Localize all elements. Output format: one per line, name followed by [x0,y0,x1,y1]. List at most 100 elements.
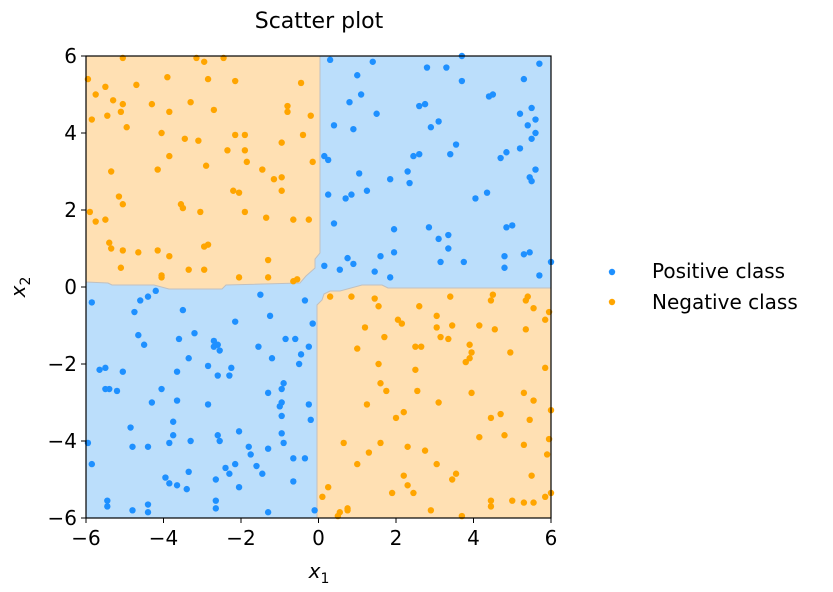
data-point [276,403,283,410]
data-point [224,147,231,154]
data-point [216,437,223,445]
data-point [383,387,390,395]
data-point [253,462,260,470]
y-tick-label: −6 [48,506,77,530]
x-axis: −6 −4 −2 0 2 4 6 [71,518,557,550]
data-point [212,505,220,512]
legend-label-negative: Negative class [652,290,798,314]
data-point [354,345,361,352]
negative-region-top-left [85,55,321,290]
data-point [336,266,344,273]
data-point [516,145,524,152]
data-point [445,245,452,252]
data-point [489,91,497,98]
data-point [297,351,305,358]
data-point [305,216,313,223]
data-point [187,99,194,106]
data-point [247,451,254,458]
data-point [231,77,239,85]
data-point [404,168,411,175]
data-point [375,303,382,310]
data-point [466,355,473,362]
data-point [354,460,361,468]
data-point [144,443,152,450]
data-point [119,201,127,208]
data-point [344,505,351,512]
data-point [214,432,221,439]
data-point [104,112,111,119]
data-point [113,387,121,395]
y-tick-label: 0 [64,275,77,299]
data-point [342,195,349,202]
data-point [200,266,208,273]
data-point [166,480,173,487]
data-point [264,509,272,516]
data-point [210,337,218,345]
data-point [326,293,334,300]
data-point [472,195,479,202]
x-tick-label: −6 [71,526,100,550]
data-point [169,418,177,425]
data-point [324,191,332,198]
data-point [235,274,243,281]
data-point [88,460,96,468]
data-point [202,162,210,169]
data-point [386,176,394,183]
data-point [181,135,189,142]
data-point [226,372,233,379]
data-point [264,274,272,281]
data-point [148,100,156,108]
data-point [355,170,363,177]
data-point [230,187,237,194]
data-point [361,324,369,331]
data-point [241,131,249,139]
data-point [369,58,376,65]
data-point [158,129,165,137]
data-point [305,343,313,350]
positive-class-points [84,52,555,516]
data-point [129,443,136,450]
data-point [292,335,299,343]
data-point [501,253,508,260]
data-point [129,507,136,514]
data-point [520,251,528,258]
data-point [204,401,212,408]
data-point [106,385,113,393]
data-point [381,333,388,341]
data-point [255,343,262,350]
data-point [107,168,115,175]
data-point [532,116,539,123]
data-point [119,247,127,254]
data-point [106,239,113,246]
data-point [437,333,444,341]
data-point [501,264,508,271]
data-point [541,316,549,323]
data-point [404,443,411,450]
data-point [357,91,365,98]
data-point [197,208,204,216]
data-point [487,297,495,304]
data-point [231,460,239,468]
data-point [330,220,338,227]
data-point [541,493,549,501]
data-point [179,204,187,212]
data-point [447,150,454,158]
data-point [148,399,156,406]
data-point [231,318,239,325]
data-point [284,102,291,110]
data-point [309,158,316,166]
data-point [445,335,452,343]
data-point [416,303,423,310]
data-point [270,176,278,183]
data-point [241,147,249,154]
data-point [214,372,221,379]
data-point [460,258,468,266]
data-point [526,249,533,256]
data-point [468,389,475,397]
data-point [509,222,516,229]
data-point [222,464,229,472]
data-point [319,493,326,501]
data-point [119,100,127,108]
data-point [88,299,96,306]
